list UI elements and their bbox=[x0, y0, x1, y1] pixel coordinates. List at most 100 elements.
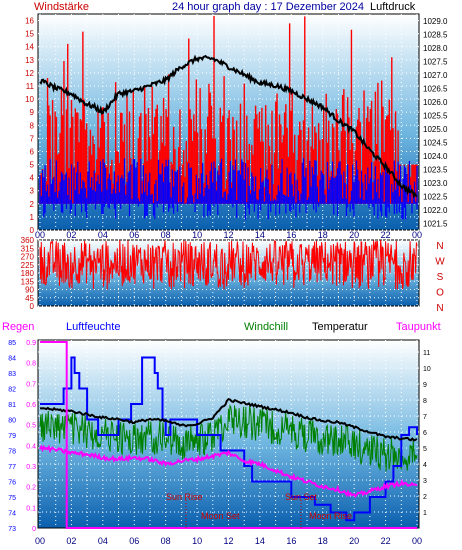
sun-set-label: Sun Set bbox=[285, 492, 318, 502]
time-tick-label: 06 bbox=[129, 230, 139, 240]
time-tick-label: 18 bbox=[318, 230, 328, 240]
direction-degree-label: 270 bbox=[21, 253, 35, 262]
compass-label: O bbox=[436, 288, 444, 299]
humidity-tick-label: 79 bbox=[8, 433, 16, 440]
rain-axis-ticks: 0 0.1 0.2 0.3 0.4 0.5 0.6 0.7 0.8 0.9 bbox=[26, 340, 36, 533]
wind-tick-label: 2 bbox=[30, 200, 35, 209]
compass-label: N bbox=[436, 303, 443, 314]
temperature-tick-label: 1 bbox=[423, 510, 427, 517]
header-right-label: Luftdruck bbox=[370, 1, 416, 13]
wind-direction-trace bbox=[39, 239, 418, 290]
pressure-tick-label: 1023.0 bbox=[423, 179, 448, 188]
time-tick-label: 22 bbox=[381, 536, 391, 546]
pressure-tick-label: 1026.0 bbox=[423, 98, 448, 107]
dewpoint-line bbox=[39, 444, 418, 499]
compass-label: S bbox=[437, 272, 444, 283]
rain-tick-label: 0.6 bbox=[26, 402, 36, 409]
humidity-tick-label: 81 bbox=[8, 402, 16, 409]
humidity-tick-label: 78 bbox=[8, 449, 16, 456]
time-tick-label: 08 bbox=[161, 230, 171, 240]
time-tick-label: 04 bbox=[98, 230, 108, 240]
time-axis-ticks-top: 00 02 04 06 08 10 12 14 16 18 20 22 00 bbox=[35, 230, 422, 240]
direction-degree-label: 315 bbox=[21, 244, 35, 253]
time-tick-label: 20 bbox=[349, 230, 359, 240]
temperature-tick-label: 11 bbox=[423, 350, 430, 357]
wind-tick-label: 16 bbox=[25, 17, 34, 26]
time-tick-label: 00 bbox=[35, 230, 45, 240]
moon-rise-label: Moon Rise bbox=[309, 511, 352, 521]
pressure-tick-label: 1028.0 bbox=[423, 44, 448, 53]
rain-tick-label: 0.2 bbox=[26, 485, 36, 492]
pressure-tick-label: 1022.0 bbox=[423, 206, 448, 215]
temperature-tick-label: 5 bbox=[423, 446, 427, 453]
time-axis-ticks-bottom: 00 02 04 06 08 10 12 14 16 18 20 22 00 bbox=[35, 536, 422, 546]
pressure-tick-label: 1027.0 bbox=[423, 71, 448, 80]
pressure-tick-label: 1025.0 bbox=[423, 125, 448, 134]
time-tick-label: 14 bbox=[255, 230, 265, 240]
pressure-tick-label: 1022.5 bbox=[423, 192, 448, 201]
header-left-label: Windstärke bbox=[34, 1, 89, 13]
pressure-tick-label: 1025.5 bbox=[423, 111, 448, 120]
wind-tick-label: 11 bbox=[26, 82, 35, 91]
pressure-line bbox=[39, 54, 418, 199]
rain-tick-label: 0.7 bbox=[26, 381, 36, 388]
wind-tick-label: 7 bbox=[30, 134, 35, 143]
rain-tick-label: 0.3 bbox=[26, 464, 36, 471]
humidity-axis-ticks: 73 74 75 76 77 78 79 80 81 82 83 84 85 bbox=[8, 340, 16, 533]
time-tick-label: 04 bbox=[98, 536, 108, 546]
rain-tick-label: 0.1 bbox=[26, 505, 36, 512]
humidity-tick-label: 84 bbox=[8, 356, 16, 363]
pressure-tick-label: 1027.5 bbox=[423, 57, 448, 66]
wind-tick-label: 1 bbox=[30, 213, 35, 222]
humidity-tick-label: 83 bbox=[8, 371, 16, 378]
wind-tick-label: 4 bbox=[30, 174, 35, 183]
label-regen: Regen bbox=[2, 321, 34, 333]
pressure-axis-ticks: 1021.5 1022.0 1022.5 1023.0 1023.5 1024.0 1024… bbox=[423, 17, 448, 229]
humidity-tick-label: 75 bbox=[8, 495, 16, 502]
time-tick-label: 00 bbox=[412, 230, 422, 240]
direction-degree-label: 360 bbox=[21, 236, 35, 245]
direction-degree-label: 90 bbox=[25, 286, 34, 295]
direction-degree-label: 180 bbox=[21, 269, 35, 278]
direction-degree-label: 0 bbox=[30, 302, 35, 311]
label-luftfeuchte: Luftfeuchte bbox=[66, 321, 120, 333]
pressure-tick-label: 1024.0 bbox=[423, 152, 448, 161]
temperature-tick-label: 6 bbox=[423, 430, 427, 437]
pressure-tick-label: 1021.5 bbox=[423, 219, 448, 228]
time-tick-label: 02 bbox=[66, 536, 76, 546]
rain-tick-label: 0.9 bbox=[26, 340, 36, 347]
time-tick-label: 22 bbox=[381, 230, 391, 240]
rain-tick-label: 0.5 bbox=[26, 423, 36, 430]
time-tick-label: 16 bbox=[286, 230, 296, 240]
time-tick-label: 14 bbox=[255, 536, 265, 546]
wind-tick-label: 9 bbox=[30, 108, 35, 117]
label-taupunkt: Taupunkt bbox=[396, 321, 441, 333]
humidity-tick-label: 74 bbox=[8, 511, 16, 518]
sun-rise-label: Sun Rise bbox=[166, 492, 203, 502]
wind-tick-label: 15 bbox=[25, 30, 34, 39]
rain-tick-label: 0 bbox=[32, 526, 36, 533]
wind-tick-label: 12 bbox=[25, 69, 34, 78]
pressure-tick-label: 1024.5 bbox=[423, 138, 448, 147]
temperature-tick-label: 2 bbox=[423, 494, 427, 501]
label-temperatur: Temperatur bbox=[312, 321, 368, 333]
time-tick-label: 06 bbox=[129, 536, 139, 546]
wind-tick-label: 0 bbox=[30, 226, 35, 235]
wind-tick-label: 3 bbox=[30, 187, 35, 196]
rain-tick-label: 0.8 bbox=[26, 361, 36, 368]
direction-degree-label: 45 bbox=[25, 294, 34, 303]
time-tick-label: 00 bbox=[35, 536, 45, 546]
windchill-trace bbox=[39, 404, 418, 472]
compass-label: N bbox=[436, 241, 443, 252]
wind-tick-label: 5 bbox=[30, 161, 35, 170]
time-tick-label: 20 bbox=[349, 536, 359, 546]
temperature-tick-label: 4 bbox=[423, 462, 427, 469]
temperature-tick-label: 9 bbox=[423, 382, 427, 389]
rain-tick-label: 0.4 bbox=[26, 443, 36, 450]
wind-tick-label: 8 bbox=[30, 121, 35, 130]
humidity-tick-label: 80 bbox=[8, 418, 16, 425]
humidity-tick-label: 85 bbox=[8, 340, 16, 347]
